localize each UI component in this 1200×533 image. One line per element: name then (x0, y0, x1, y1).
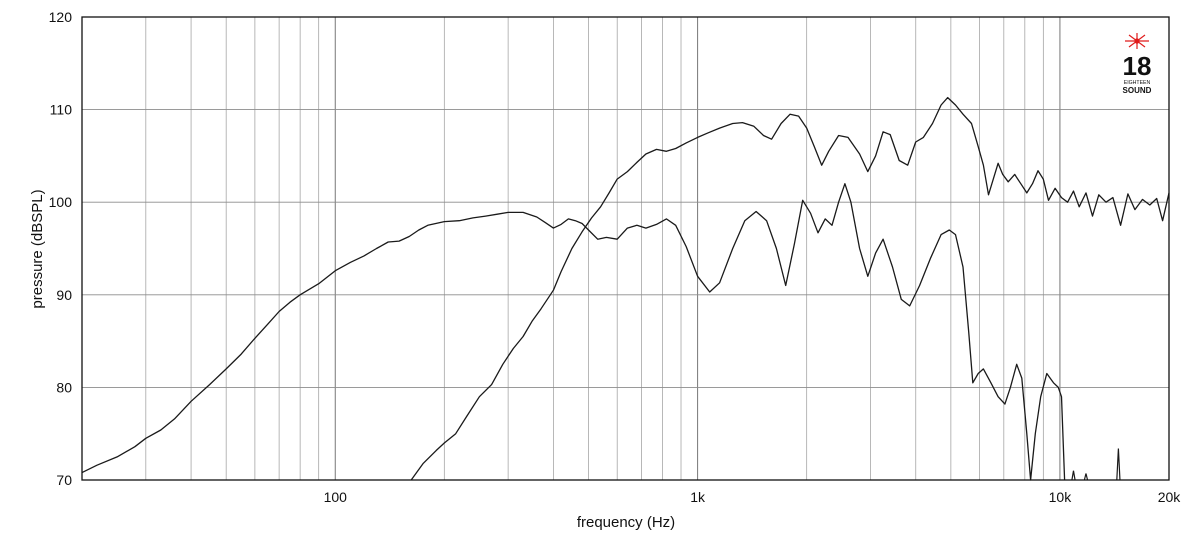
plot-area-frame (81, 16, 1170, 481)
series-line-1-spike (1116, 448, 1121, 481)
x-tick-label: 100 (324, 489, 348, 505)
y-tick-label: 70 (56, 472, 72, 488)
grid-lines (82, 17, 1169, 480)
series-line-1 (81, 183, 1066, 481)
logo-number: 18 (1123, 51, 1152, 81)
x-tick-label: 1k (690, 489, 706, 505)
y-tick-label: 120 (49, 9, 73, 25)
y-axis-tick-labels: 70 80 90 100 110 120 (49, 9, 73, 488)
eighteen-sound-logo: 18 EIGHTEEN SOUND (1123, 33, 1152, 95)
series-line-2 (410, 96, 1170, 481)
series-line-1-spike (1083, 473, 1089, 481)
x-axis-tick-labels: 100 1k 10k 20k (324, 489, 1182, 505)
y-tick-label: 90 (56, 287, 72, 303)
logo-line-eighteen: EIGHTEEN (1124, 80, 1151, 86)
x-axis-label: frequency (Hz) (577, 514, 675, 531)
y-axis-label: pressure (dBSPL) (29, 189, 46, 308)
series-lines (81, 96, 1170, 481)
x-tick-label: 20k (1158, 489, 1182, 505)
y-tick-label: 80 (56, 379, 72, 395)
logo-line-sound: SOUND (1123, 86, 1152, 95)
y-tick-label: 110 (50, 102, 73, 118)
y-tick-label: 100 (49, 194, 73, 210)
x-tick-label: 10k (1049, 489, 1073, 505)
star-icon (1125, 33, 1149, 49)
series-line-1-spike (1071, 470, 1076, 481)
